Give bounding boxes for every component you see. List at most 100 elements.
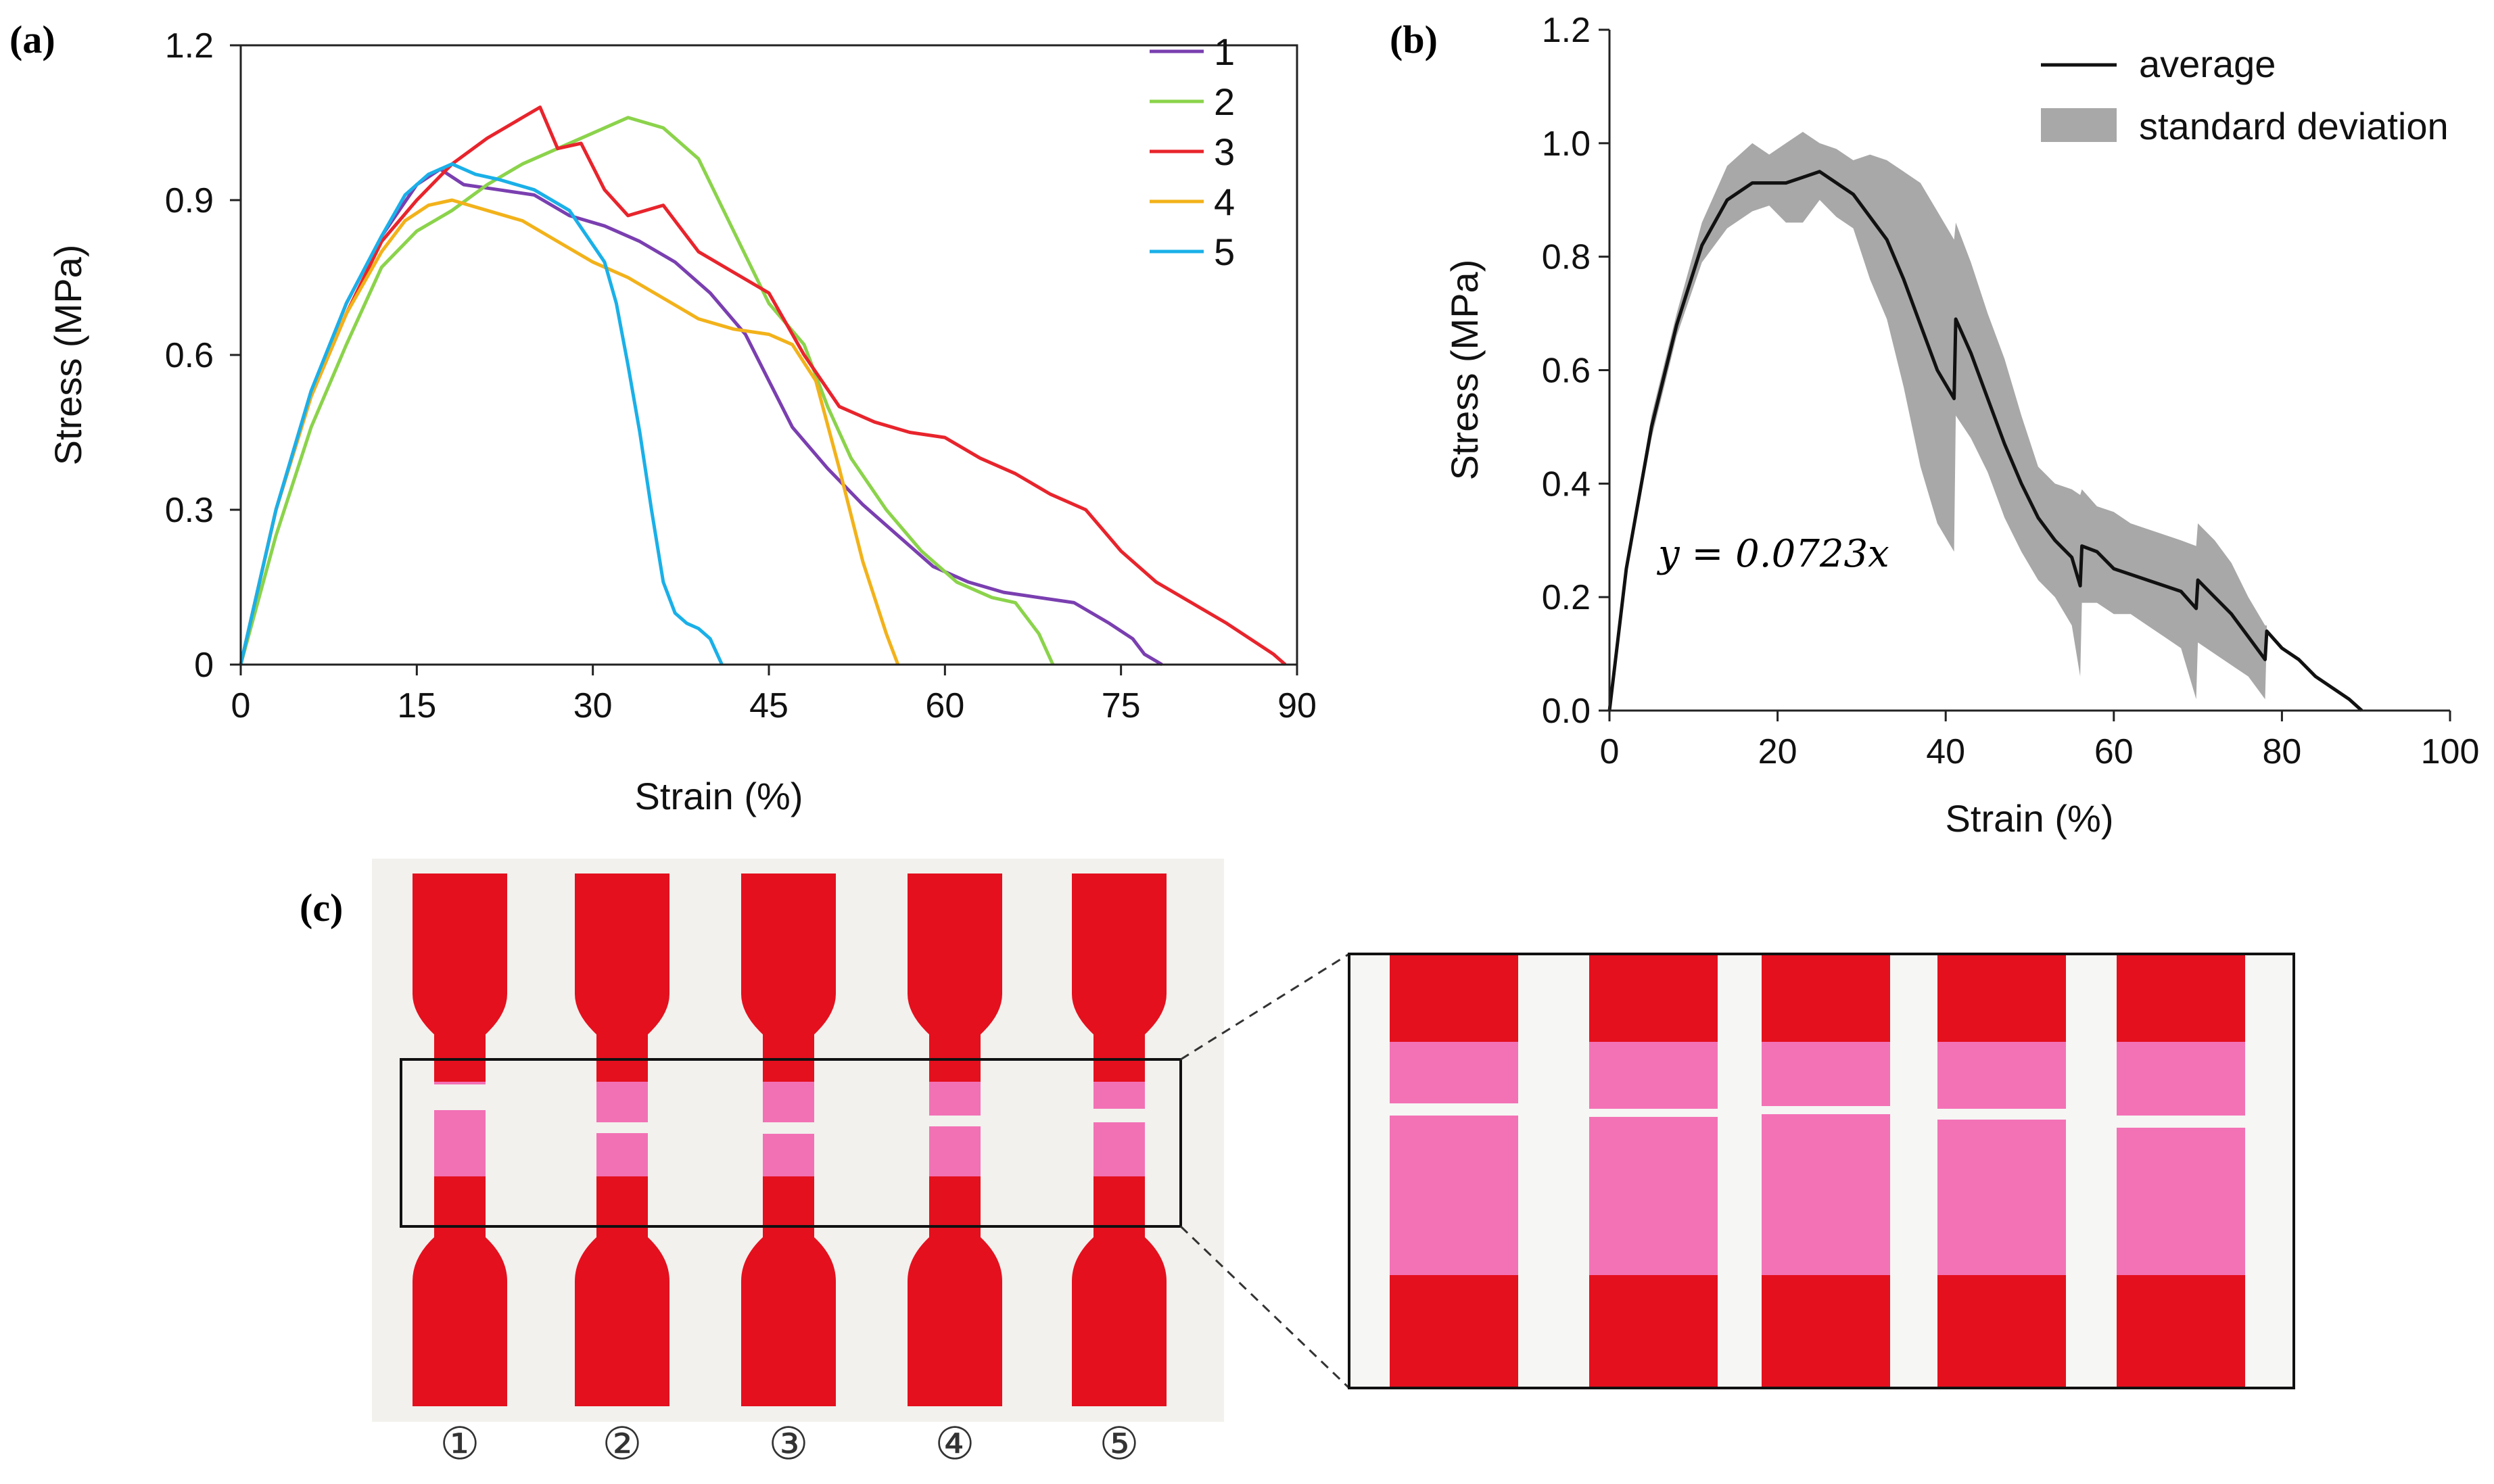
panel-label-c: (c) [300, 886, 343, 930]
chart-a-x-tick-label: 75 [1102, 686, 1141, 725]
specimen-label-1: ① [440, 1418, 479, 1468]
chart-a-y-tick-label: 0.3 [165, 491, 214, 530]
zoom-connector-bottom [1179, 1225, 1350, 1389]
specimen-bottom-grip [741, 1176, 836, 1406]
specimen-bottom-grip [908, 1176, 1002, 1406]
chart-a-series-1 [239, 167, 1163, 667]
legend-average-label: average [2139, 43, 2276, 85]
zoomed-specimen-2 [1587, 954, 1720, 1388]
chart-b-x-axis-title: Strain (%) [1946, 797, 2114, 840]
specimen-label-3: ③ [768, 1418, 808, 1468]
zoomed-fracture [1388, 1103, 1520, 1116]
specimen-gauge [929, 1082, 981, 1176]
chart-a-x-axis-title: Strain (%) [635, 775, 803, 817]
chart-a: 0 15 30 45 60 75 90 0 0.3 0.6 0.9 1.2 Strain (%) S… [47, 26, 1317, 817]
chart-b-y-axis-title: Stress (MPa) [1443, 260, 1486, 481]
specimen-photo: ① ② ③ ④ ⑤ [372, 859, 1224, 1468]
zoomed-specimen-5 [2115, 954, 2247, 1388]
legend-label-2: 2 [1214, 80, 1235, 123]
chart-a-x-ticks: 0 15 30 45 60 75 90 [231, 665, 1317, 725]
zoomed-photo [1348, 953, 2295, 1389]
chart-b-y-tick-label: 0.0 [1542, 692, 1591, 731]
panel-label-b: (b) [1390, 18, 1438, 62]
zoomed-gauge [1762, 1042, 1890, 1275]
chart-b-x-tick-label: 0 [1600, 732, 1620, 771]
chart-a-series-5 [239, 162, 724, 666]
specimen-3 [741, 873, 836, 1406]
zoomed-bottom-grip [1762, 1275, 1890, 1388]
chart-b-y-tick-label: 1.2 [1542, 11, 1591, 50]
specimen-top-grip [741, 873, 836, 1082]
specimen-fracture [761, 1122, 816, 1134]
chart-b-y-ticks: 0.0 0.2 0.4 0.6 0.8 1.0 1.2 [1542, 11, 1609, 731]
zoomed-bottom-grip [1937, 1275, 2066, 1388]
zoomed-specimen-4 [1935, 954, 2068, 1388]
zoomed-gauge [1937, 1042, 2066, 1275]
zoomed-bottom-grip [2117, 1275, 2245, 1388]
zoomed-fracture [1760, 1106, 1892, 1114]
legend-std-label: standard deviation [2139, 105, 2449, 147]
chart-a-y-axis-title: Stress (MPa) [47, 245, 89, 466]
zoomed-bottom-grip [1390, 1275, 1518, 1388]
specimen-bottom-grip [413, 1176, 507, 1406]
chart-a-x-tick-label: 30 [573, 686, 613, 725]
chart-a-x-tick-label: 45 [749, 686, 789, 725]
legend-label-3: 3 [1214, 130, 1235, 173]
zoomed-photo-frame [1348, 953, 2295, 1389]
specimen-4 [908, 873, 1002, 1406]
zoomed-top-grip [1937, 954, 2066, 1042]
legend-label-1: 1 [1214, 30, 1235, 73]
specimen-5 [1072, 873, 1167, 1406]
zoomed-specimens [1388, 954, 2247, 1388]
chart-a-y-tick-label: 1.2 [165, 26, 214, 66]
chart-b-y-tick-label: 0.8 [1542, 238, 1591, 277]
legend-std-swatch [2041, 108, 2117, 142]
chart-a-x-tick-label: 0 [231, 686, 251, 725]
specimens [413, 873, 1167, 1406]
chart-b-average-line [1607, 170, 2363, 712]
specimen-label-4: ④ [935, 1418, 974, 1468]
chart-a-x-tick-label: 90 [1277, 686, 1317, 725]
specimen-top-grip [1072, 873, 1167, 1082]
zoomed-fracture [1587, 1109, 1720, 1117]
chart-a-y-tick-label: 0 [194, 646, 214, 685]
chart-b-equation: y = 0.0723x [1656, 532, 1889, 576]
chart-a-legend: 1 2 3 4 5 [1150, 30, 1235, 273]
specimen-gauge [1093, 1082, 1145, 1176]
panel-label-a: (a) [9, 18, 55, 62]
chart-b-x-tick-label: 80 [2262, 732, 2301, 771]
zoomed-specimen-3 [1760, 954, 1892, 1388]
chart-a-x-tick-label: 60 [925, 686, 964, 725]
specimen-label-5: ⑤ [1099, 1418, 1139, 1468]
chart-b-y-tick-label: 0.4 [1542, 464, 1591, 504]
chart-a-x-tick-label: 15 [397, 686, 436, 725]
chart-a-y-ticks: 0 0.3 0.6 0.9 1.2 [165, 26, 241, 685]
specimen-2 [575, 873, 669, 1406]
zoomed-top-grip [2117, 954, 2245, 1042]
zoomed-gauge [1589, 1042, 1718, 1275]
chart-a-series [239, 105, 1287, 667]
chart-b-x-tick-label: 20 [1758, 732, 1797, 771]
zoomed-gauge [1390, 1042, 1518, 1275]
zoom-selection-box [400, 1058, 1182, 1228]
chart-b-x-tick-label: 100 [2421, 732, 2480, 771]
specimen-fracture [928, 1116, 982, 1126]
specimen-labels: ① ② ③ ④ ⑤ [440, 1418, 1139, 1468]
chart-b-x-ticks: 0 20 40 60 80 100 [1600, 711, 2480, 771]
chart-b-y-tick-label: 0.6 [1542, 352, 1591, 391]
zoomed-top-grip [1589, 954, 1718, 1042]
chart-a-y-tick-label: 0.9 [165, 181, 214, 220]
chart-b-std-band [1609, 132, 2267, 711]
zoomed-fracture [1935, 1109, 2068, 1120]
chart-a-plot-frame [239, 44, 1298, 666]
specimen-label-2: ② [602, 1418, 642, 1468]
chart-a-y-tick-label: 0.6 [165, 336, 214, 375]
zoom-connector-top [1180, 953, 1350, 1061]
chart-a-series-3 [239, 105, 1287, 666]
specimen-top-grip [908, 873, 1002, 1082]
zoomed-top-grip [1390, 954, 1518, 1042]
legend-label-4: 4 [1214, 181, 1235, 223]
specimen-fracture [1092, 1109, 1146, 1122]
specimen-fracture [433, 1084, 487, 1110]
